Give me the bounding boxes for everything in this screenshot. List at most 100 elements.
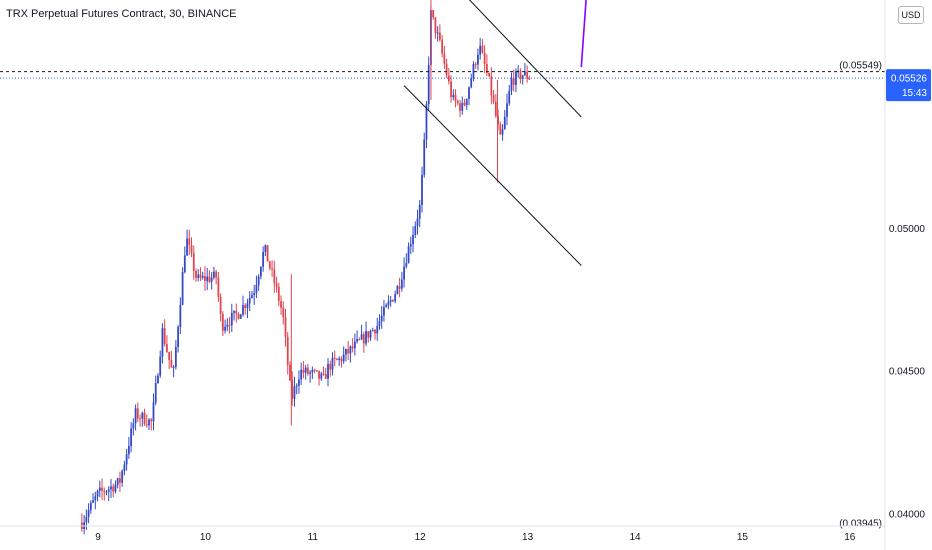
candle <box>461 96 464 115</box>
candle <box>438 24 441 42</box>
candle <box>342 346 345 364</box>
candle <box>92 493 94 504</box>
candle <box>396 284 399 295</box>
candle <box>385 303 388 308</box>
candle <box>423 132 426 178</box>
currency-button[interactable]: USD <box>898 6 924 24</box>
candle <box>481 38 484 54</box>
candle <box>181 267 184 306</box>
candle <box>362 331 365 353</box>
candle <box>494 94 497 118</box>
candle <box>130 422 133 453</box>
candle <box>387 295 390 310</box>
candle <box>174 340 177 370</box>
candle <box>450 75 452 103</box>
candle <box>259 266 262 280</box>
candle <box>170 350 173 368</box>
candle <box>123 460 126 476</box>
candle <box>503 109 506 130</box>
candle <box>204 266 206 291</box>
candle <box>141 411 144 427</box>
candle <box>412 226 414 253</box>
candle <box>468 86 470 106</box>
candle <box>389 296 392 307</box>
candle <box>110 479 112 498</box>
candle <box>244 303 247 315</box>
candle <box>515 68 517 93</box>
candle <box>237 312 240 320</box>
candle <box>360 324 363 340</box>
candle <box>353 333 356 356</box>
candle <box>248 291 251 312</box>
plot-background <box>0 0 885 526</box>
channel-lower-line[interactable] <box>403 85 582 266</box>
candle <box>365 321 367 347</box>
candle <box>195 268 197 282</box>
x-tick-label: 12 <box>415 532 427 543</box>
candlestick-series <box>80 0 531 535</box>
candle <box>526 65 529 83</box>
candle <box>432 9 435 20</box>
candle <box>351 338 354 353</box>
candle <box>213 266 215 280</box>
candle <box>145 414 148 428</box>
candle <box>293 376 296 407</box>
candle <box>295 383 298 395</box>
candle <box>349 345 352 363</box>
candle <box>298 370 300 394</box>
candle <box>528 75 531 80</box>
last-price-badge: 0.05526 15:43 <box>0 69 931 102</box>
candle <box>208 270 211 284</box>
candle <box>356 330 359 344</box>
channel-upper-line[interactable] <box>404 0 582 118</box>
candle <box>454 89 457 108</box>
x-tick-label: 13 <box>522 532 534 543</box>
candle <box>479 37 482 60</box>
candle <box>374 328 376 340</box>
x-tick-label: 14 <box>629 532 641 543</box>
candle <box>521 74 524 85</box>
candle <box>427 56 430 111</box>
time-axis[interactable]: 9 10 11 12 13 14 15 16 <box>0 525 885 543</box>
candle <box>470 73 473 89</box>
candle <box>291 371 294 406</box>
candle <box>119 471 121 492</box>
candle <box>322 366 325 376</box>
candle <box>264 244 267 256</box>
candle <box>255 275 258 299</box>
candle <box>282 301 285 325</box>
horizontal-levels: (0.07153)(0.05549)(0.03945) <box>0 61 885 530</box>
candle <box>206 267 209 291</box>
candle <box>436 26 439 42</box>
candle <box>378 314 381 330</box>
candle <box>492 89 495 105</box>
candle <box>418 199 421 228</box>
candle <box>125 448 128 471</box>
candle <box>210 272 213 290</box>
chart-title: TRX Perpetual Futures Contract, 30, BINA… <box>6 8 237 20</box>
candle <box>268 260 271 271</box>
candle <box>338 356 341 366</box>
candle <box>179 297 182 335</box>
last-price-badge-bg <box>886 69 931 102</box>
candle <box>409 236 412 255</box>
candle <box>306 363 309 376</box>
candle <box>376 317 379 341</box>
candle <box>154 375 157 406</box>
candle <box>512 69 515 92</box>
candle <box>416 209 419 235</box>
candle <box>150 418 153 431</box>
candle <box>477 48 479 71</box>
candle <box>367 330 370 343</box>
candle <box>347 341 350 361</box>
candle <box>273 260 276 293</box>
candle <box>383 299 385 322</box>
candle <box>157 373 159 384</box>
candle <box>192 245 195 280</box>
candle <box>302 361 305 379</box>
candle <box>112 483 115 498</box>
candle <box>132 418 135 436</box>
candle <box>226 318 229 332</box>
candle <box>219 293 222 322</box>
